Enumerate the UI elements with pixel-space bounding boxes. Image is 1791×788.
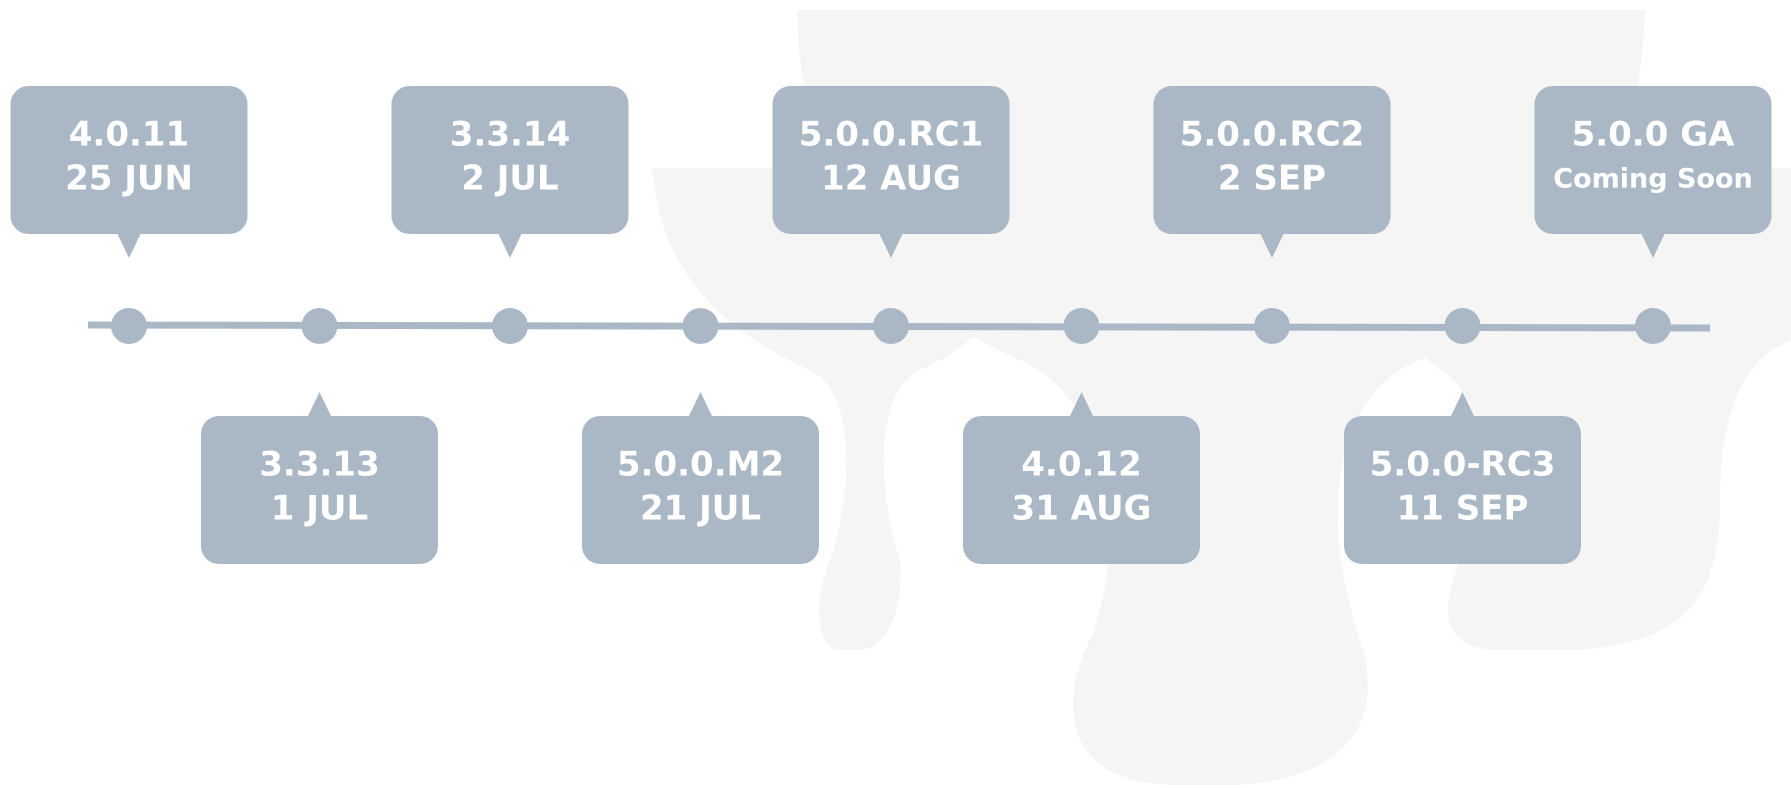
event-date: Coming Soon [1553,164,1752,195]
event-date: 12 AUG [821,159,961,199]
event-version: 3.3.13 [259,445,379,485]
event-date: 25 JUN [65,159,193,199]
event-version: 3.3.14 [450,115,570,155]
timeline-event: 3.3.131 JUL [201,308,438,564]
event-date: 21 JUL [640,489,761,529]
event-pointer [498,233,522,258]
event-version: 5.0.0.RC1 [799,115,984,155]
event-version: 5.0.0.RC2 [1180,115,1365,155]
event-dot [1254,308,1290,344]
event-version: 5.0.0 GA [1572,115,1736,155]
event-version: 5.0.0-RC3 [1370,445,1556,485]
event-dot [1064,308,1100,344]
event-date: 2 SEP [1218,159,1326,199]
event-date: 2 JUL [461,159,558,199]
timeline: 4.0.1125 JUN3.3.131 JUL3.3.142 JUL5.0.0.… [0,0,1791,788]
event-pointer [689,392,713,417]
timeline-event: 3.3.142 JUL [392,86,629,344]
event-dot [683,308,719,344]
trophy-left [652,168,1040,650]
trophy-right [1380,168,1791,650]
event-dot [111,308,147,344]
event-version: 4.0.12 [1021,445,1141,485]
event-dot [1635,308,1671,344]
event-pointer [308,392,332,417]
event-date: 11 SEP [1397,489,1529,529]
event-box [1535,86,1772,234]
event-dot [492,308,528,344]
event-dot [302,308,338,344]
event-dot [873,308,909,344]
event-dot [1445,308,1481,344]
event-version: 4.0.11 [69,115,189,155]
event-pointer [117,233,141,258]
event-date: 1 JUL [271,489,368,529]
event-date: 31 AUG [1012,489,1152,529]
event-version: 5.0.0.M2 [617,445,784,485]
